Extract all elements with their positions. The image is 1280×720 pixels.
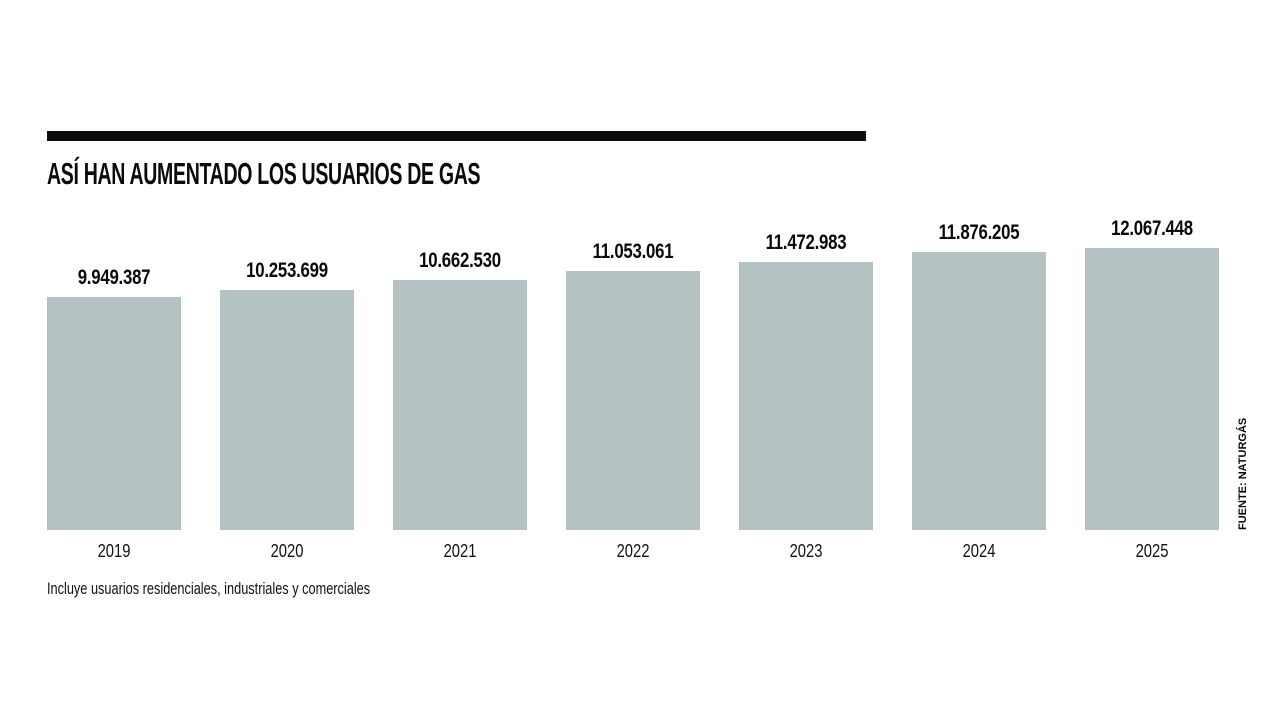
source-credit: FUENTE: NATURGÁS — [1237, 417, 1249, 530]
bar-value-label-2024: 11.876.205 — [938, 221, 1020, 244]
bar-2021 — [393, 280, 527, 530]
bar-value-label-2020: 10.253.699 — [246, 259, 328, 282]
bar-value-label-2019: 9.949.387 — [77, 266, 151, 289]
bar-value-label-2025: 12.067.448 — [1111, 217, 1193, 240]
bar-2024 — [912, 252, 1046, 530]
bar-value-label-2023: 11.472.983 — [765, 231, 847, 254]
bar-value-label-2022: 11.053.061 — [592, 240, 674, 263]
bar-category-label-2021: 2021 — [443, 541, 477, 561]
chart-title: ASÍ HAN AUMENTADO LOS USUARIOS DE GAS — [47, 156, 481, 191]
bar-value-label-2021: 10.662.530 — [419, 249, 501, 272]
bar-2023 — [739, 262, 873, 530]
bar-category-label-2023: 2023 — [789, 541, 823, 561]
title-rule — [47, 131, 866, 141]
bar-2025 — [1085, 248, 1219, 530]
bar-category-label-2024: 2024 — [962, 541, 996, 561]
bar-2019 — [47, 297, 181, 530]
bar-2020 — [220, 290, 354, 530]
bar-category-label-2019: 2019 — [97, 541, 131, 561]
bar-2022 — [566, 271, 700, 530]
bar-category-label-2025: 2025 — [1135, 541, 1169, 561]
bar-category-label-2020: 2020 — [270, 541, 304, 561]
chart-footnote: Incluye usuarios residenciales, industri… — [47, 579, 371, 598]
bar-category-label-2022: 2022 — [616, 541, 650, 561]
